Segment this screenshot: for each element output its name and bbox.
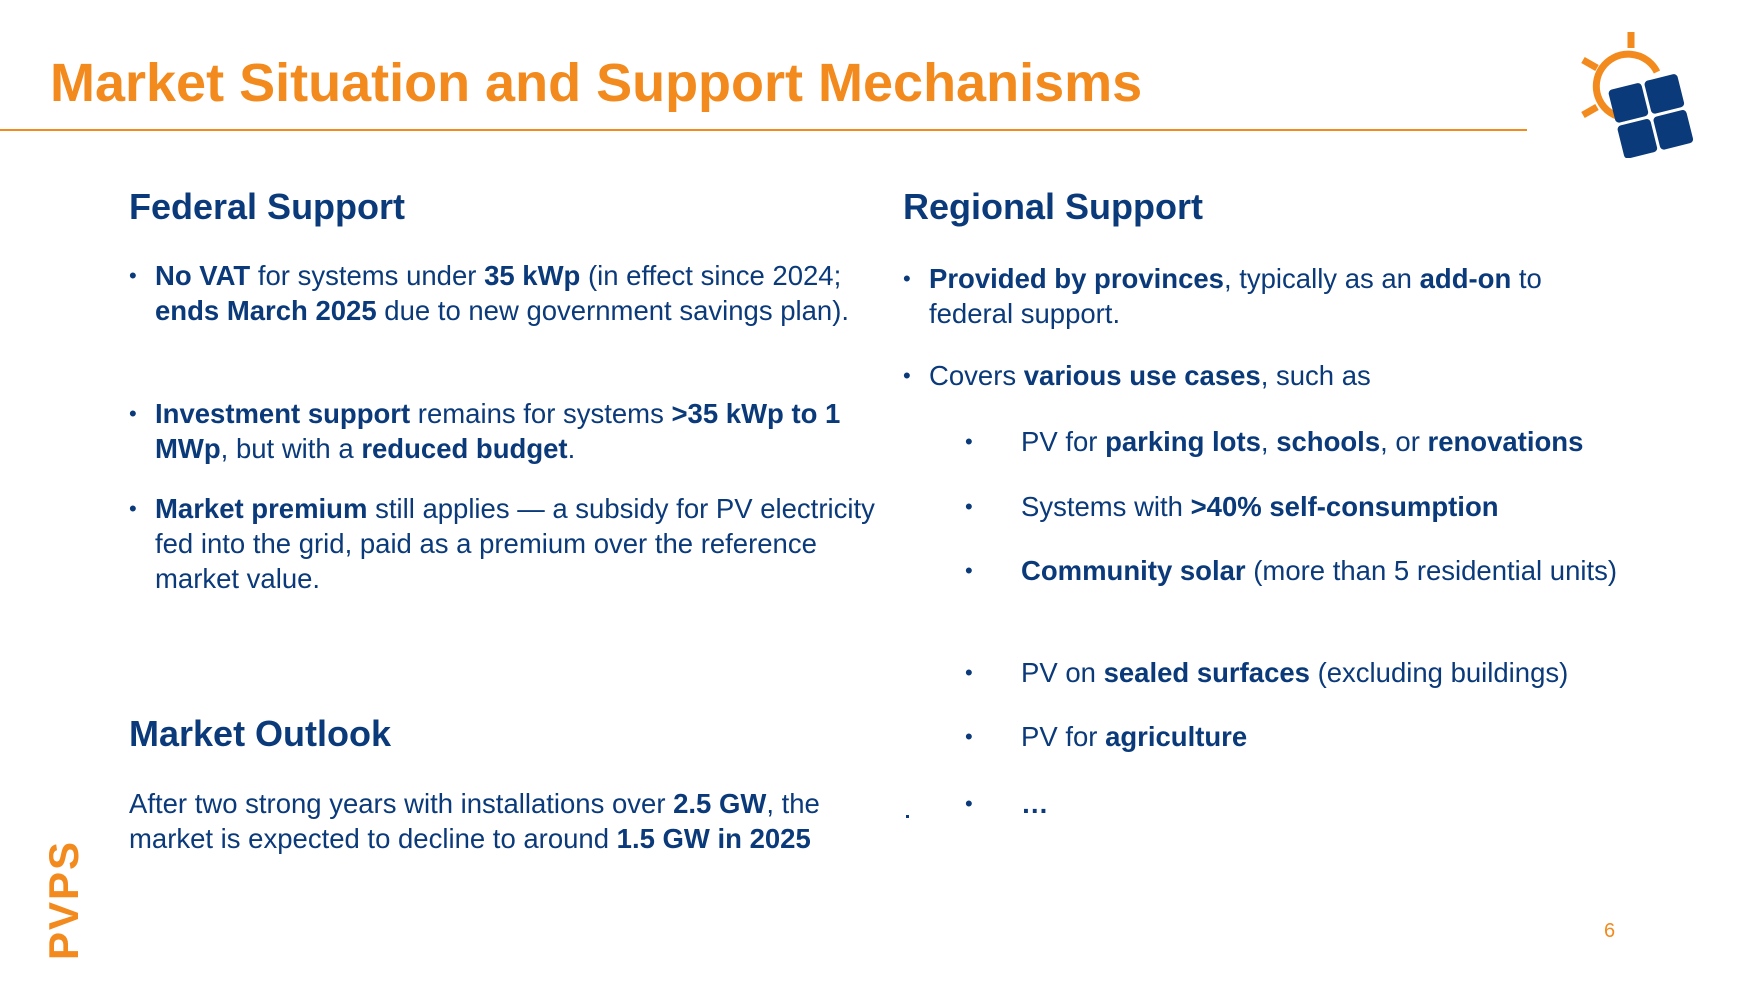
text-run: remains for systems: [410, 398, 672, 429]
bold-text: agriculture: [1105, 721, 1248, 752]
title-divider: [0, 129, 1527, 131]
bold-text: renovations: [1427, 426, 1584, 457]
bullet-icon: •: [129, 263, 137, 288]
stray-dot: [906, 815, 909, 818]
bold-text: >40% self-consumption: [1190, 491, 1499, 522]
market-outlook-text: After two strong years with installation…: [129, 786, 879, 856]
text-run: ,: [1260, 426, 1277, 457]
regional-use-case-item: Systems with >40% self-consumption: [1021, 489, 1641, 524]
bold-text: Market premium: [155, 493, 368, 524]
text-run: , typically as an: [1223, 263, 1420, 294]
text-run: still applies — a subsidy for PV electri…: [155, 493, 875, 594]
text-run: PV for: [1021, 426, 1106, 457]
federal-support-item: Market premium still applies — a subsidy…: [155, 491, 875, 596]
regional-use-case-item: …: [1021, 786, 1641, 821]
federal-support-heading: Federal Support: [129, 186, 406, 227]
text-run: , but with a: [220, 433, 362, 464]
text-run: for systems under: [250, 260, 485, 291]
slide-title: Market Situation and Support Mechanisms: [50, 53, 1143, 113]
bullet-icon: •: [965, 494, 973, 519]
bold-text: 1.5 GW in 2025: [616, 823, 811, 854]
text-run: Systems with: [1021, 491, 1191, 522]
pvps-brand-logo: PVPS: [40, 839, 87, 960]
regional-support-heading: Regional Support: [903, 186, 1203, 227]
bold-text: >35 kWp to 1 MWp: [155, 398, 841, 464]
text-run: , or: [1380, 426, 1428, 457]
text-run: to federal support.: [929, 263, 1542, 329]
bold-text: Community solar: [1021, 555, 1246, 586]
federal-support-item: No VAT for systems under 35 kWp (in effe…: [155, 258, 875, 328]
regional-use-case-item: PV for agriculture: [1021, 719, 1641, 754]
regional-use-case-item: PV on sealed surfaces (excluding buildin…: [1021, 655, 1641, 690]
bold-text: ends March 2025: [155, 295, 377, 326]
bold-text: Provided by provinces: [929, 263, 1224, 294]
text-run: (more than 5 residential units): [1245, 555, 1618, 586]
page-number: 6: [1604, 920, 1616, 942]
bullet-icon: •: [129, 401, 137, 426]
text-run: Covers: [929, 360, 1024, 391]
bold-text: parking lots: [1105, 426, 1261, 457]
bullet-icon: •: [965, 724, 973, 749]
bullet-icon: •: [965, 558, 973, 583]
regional-support-item: Provided by provinces, typically as an a…: [929, 261, 1629, 331]
bullet-icon: •: [965, 429, 973, 454]
text-run: , the market is expected to decline to a…: [129, 788, 820, 854]
text-run: (in effect since 2024;: [580, 260, 842, 291]
bold-text: 35 kWp: [484, 260, 581, 291]
regional-use-case-item: PV for parking lots, schools, or renovat…: [1021, 424, 1641, 459]
bullet-icon: •: [129, 496, 137, 521]
sun-and-solar-panel-logo: [1581, 32, 1694, 158]
bold-text: add-on: [1419, 263, 1512, 294]
text-run: After two strong years with installation…: [129, 788, 674, 819]
market-outlook-heading: Market Outlook: [129, 713, 392, 754]
text-run: , such as: [1260, 360, 1371, 391]
bold-text: schools: [1276, 426, 1381, 457]
text-run: .: [567, 433, 576, 464]
bullet-icon: •: [903, 266, 911, 291]
bold-text: Investment support: [155, 398, 411, 429]
bold-text: 2.5 GW: [673, 788, 767, 819]
text-run: PV for: [1021, 721, 1106, 752]
bold-text: …: [1021, 788, 1049, 819]
regional-use-case-item: Community solar (more than 5 residential…: [1021, 553, 1641, 588]
text-run: PV on: [1021, 657, 1104, 688]
bold-text: No VAT: [155, 260, 251, 291]
bullet-icon: •: [965, 660, 973, 685]
bold-text: sealed surfaces: [1103, 657, 1310, 688]
federal-support-item: Investment support remains for systems >…: [155, 396, 875, 466]
bullet-icon: •: [903, 363, 911, 388]
bullet-icon: •: [965, 791, 973, 816]
text-run: due to new government savings plan).: [376, 295, 850, 326]
bold-text: various use cases: [1023, 360, 1261, 391]
bold-text: reduced budget: [361, 433, 568, 464]
text-run: (excluding buildings): [1309, 657, 1569, 688]
regional-support-item: Covers various use cases, such as: [929, 358, 1629, 393]
